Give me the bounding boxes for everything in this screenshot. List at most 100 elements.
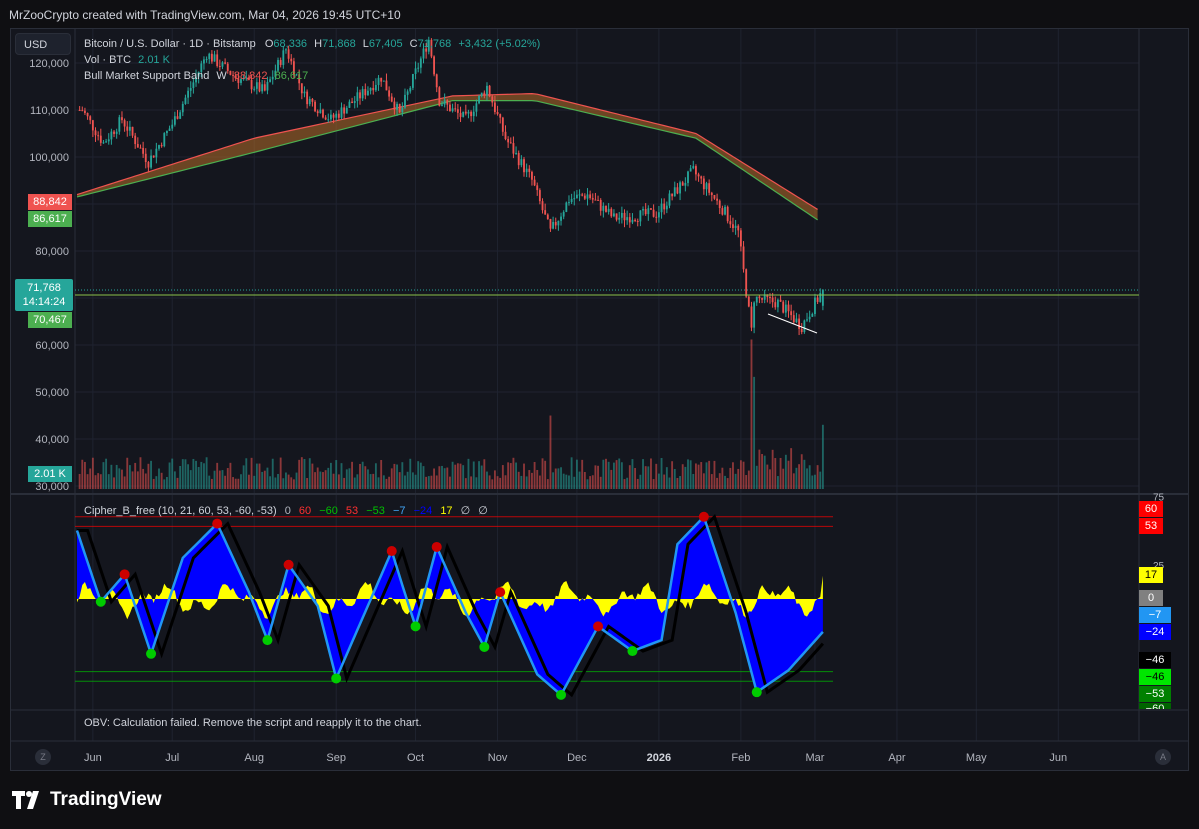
candle bbox=[636, 220, 639, 222]
volume-bar bbox=[385, 478, 388, 489]
candle bbox=[205, 59, 208, 61]
candle bbox=[345, 107, 348, 114]
candle bbox=[650, 208, 652, 210]
candle bbox=[250, 79, 253, 90]
candle bbox=[774, 302, 777, 308]
volume-bar bbox=[332, 473, 335, 489]
volume-bar bbox=[729, 467, 732, 489]
symbol-legend[interactable]: Bitcoin / U.S. Dollar · 1D · Bitstamp O6… bbox=[84, 38, 540, 50]
candle bbox=[509, 142, 512, 144]
band-fill bbox=[77, 93, 818, 220]
volume-bar bbox=[718, 473, 721, 489]
candle bbox=[488, 85, 491, 97]
header-title: MrZooCrypto created with TradingView.com… bbox=[9, 8, 401, 22]
volume-bar bbox=[107, 474, 110, 489]
timezone-button[interactable]: Z bbox=[35, 749, 51, 765]
candle bbox=[520, 159, 523, 166]
volume-bar bbox=[382, 475, 385, 489]
candle bbox=[359, 92, 361, 99]
volume-legend[interactable]: Vol · BTC 2.01 K bbox=[84, 54, 170, 66]
candle bbox=[546, 214, 549, 220]
volume-bar bbox=[327, 467, 330, 489]
chart-panel[interactable]: 120,000110,000100,00090,00080,00070,0006… bbox=[10, 28, 1189, 771]
volume-bar bbox=[599, 476, 602, 489]
candle bbox=[692, 166, 695, 169]
candle bbox=[798, 318, 801, 329]
volume-bar bbox=[163, 479, 166, 489]
time-axis[interactable]: Jun Jul Aug Sep Oct Nov Dec 2026 Feb Mar Apr May Jun bbox=[84, 752, 1067, 764]
volume-bar bbox=[541, 458, 544, 489]
volume-bar bbox=[253, 475, 256, 489]
volume-bar bbox=[668, 477, 671, 489]
buy-dot bbox=[479, 641, 490, 652]
candle bbox=[438, 87, 441, 106]
candle bbox=[377, 77, 380, 85]
volume-bar bbox=[300, 457, 303, 489]
osc-badge-neg7: −7 bbox=[1139, 607, 1171, 623]
candle bbox=[203, 59, 205, 64]
candle bbox=[618, 217, 621, 220]
volume-bar bbox=[422, 466, 425, 489]
candle bbox=[427, 39, 430, 52]
band-legend[interactable]: Bull Market Support Band W 88,842 86,617 bbox=[84, 70, 308, 82]
obv-error-message: OBV: Calculation failed. Remove the scri… bbox=[84, 717, 422, 729]
ind-v6: −24 bbox=[413, 505, 433, 517]
volume-bar bbox=[650, 458, 652, 489]
chart-svg[interactable]: 120,000110,000100,00090,00080,00070,0006… bbox=[11, 29, 1188, 770]
candle bbox=[435, 74, 438, 88]
volume-bar bbox=[665, 467, 668, 489]
time-tick-label: Nov bbox=[488, 752, 508, 764]
candle bbox=[319, 109, 322, 114]
volume-bar bbox=[234, 478, 237, 489]
volume-bar bbox=[105, 458, 108, 489]
candle bbox=[755, 296, 758, 303]
tradingview-logo[interactable]: TradingView bbox=[12, 789, 162, 811]
currency-button[interactable]: USD bbox=[15, 33, 71, 55]
candle bbox=[189, 88, 192, 91]
candle bbox=[110, 131, 113, 140]
volume-bar bbox=[737, 468, 740, 489]
candle bbox=[597, 199, 599, 201]
ind-v5: −7 bbox=[392, 505, 406, 517]
volume-bar bbox=[414, 474, 417, 489]
candle bbox=[795, 318, 798, 323]
volume-bar bbox=[673, 469, 676, 489]
candle bbox=[800, 328, 803, 333]
candle bbox=[745, 269, 748, 297]
candle bbox=[150, 155, 152, 168]
volume-bar bbox=[512, 457, 515, 489]
volume-bar bbox=[589, 476, 592, 489]
candle bbox=[702, 178, 705, 190]
volume-bar bbox=[295, 472, 298, 489]
volume-bars bbox=[78, 339, 824, 489]
time-tick-label: Oct bbox=[407, 752, 424, 764]
volume-bar bbox=[560, 467, 562, 489]
price-tick-label: 40,000 bbox=[35, 434, 69, 446]
candle bbox=[732, 224, 734, 229]
volume-bar bbox=[496, 476, 499, 489]
volume-bar bbox=[819, 471, 822, 489]
volume-bar bbox=[803, 459, 806, 489]
candle bbox=[626, 217, 629, 221]
volume-bar bbox=[531, 472, 533, 489]
candle bbox=[144, 153, 147, 163]
volume-bar bbox=[652, 479, 655, 489]
candle bbox=[155, 148, 158, 158]
candle bbox=[623, 212, 626, 221]
volume-bar bbox=[602, 459, 605, 489]
indicator-legend[interactable]: Cipher_B_free (10, 21, 60, 53, -60, -53)… bbox=[84, 504, 488, 517]
candle bbox=[306, 91, 309, 105]
volume-bar bbox=[615, 460, 618, 489]
volume-bar bbox=[583, 471, 586, 489]
volume-bar bbox=[160, 472, 163, 489]
candle bbox=[501, 117, 504, 132]
candle bbox=[610, 208, 613, 217]
candles[interactable] bbox=[78, 36, 824, 336]
volume-bar bbox=[398, 472, 401, 489]
candle bbox=[583, 195, 586, 199]
auto-scale-button[interactable]: A bbox=[1155, 749, 1171, 765]
sell-dot bbox=[593, 621, 604, 632]
ind-v9: ∅ bbox=[478, 505, 488, 517]
volume-bar bbox=[493, 470, 496, 489]
volume-bar bbox=[118, 468, 121, 489]
